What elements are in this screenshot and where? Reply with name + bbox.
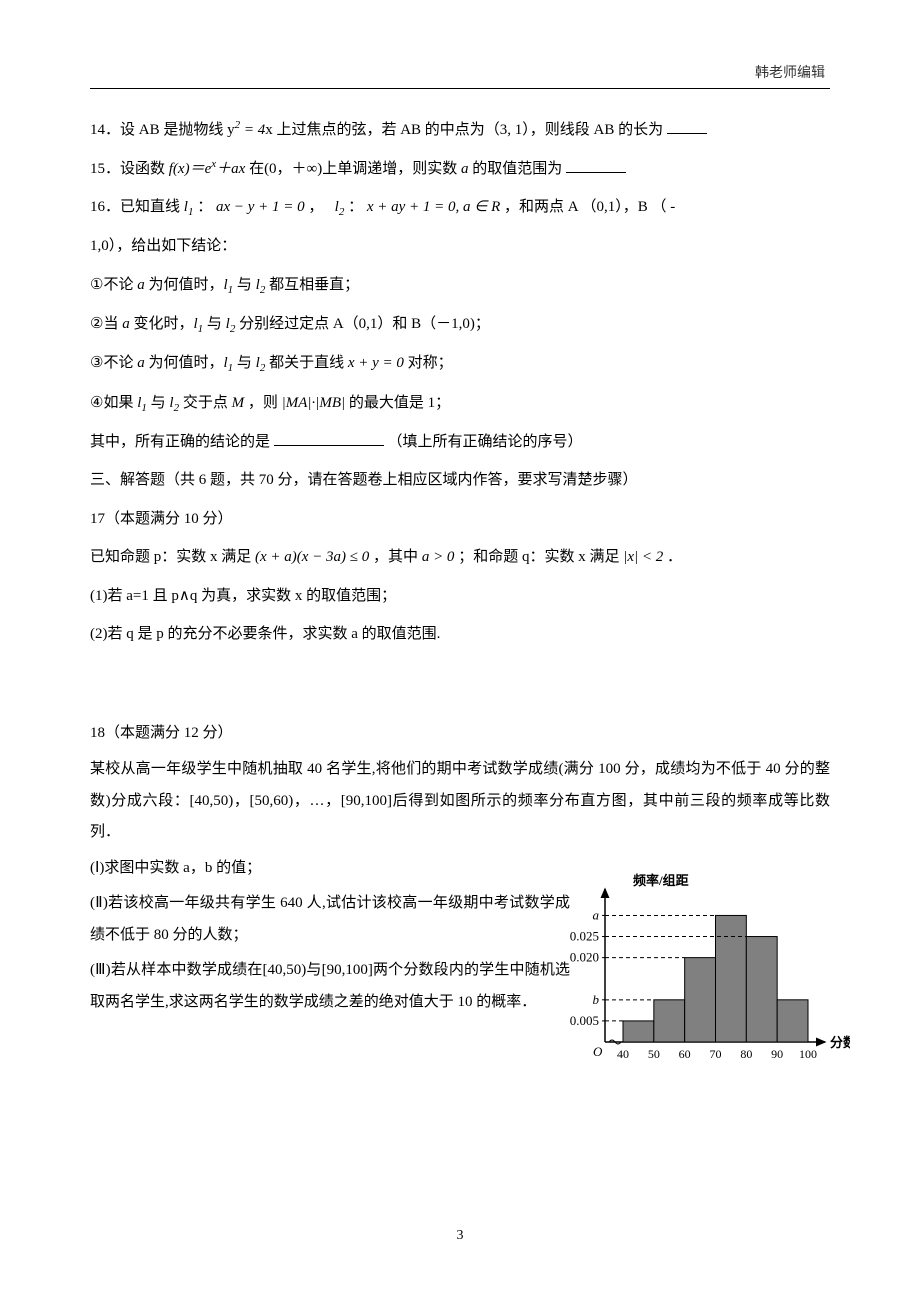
q17-eq1: (x + a)(x − 3a) ≤ 0 [255,549,369,565]
q15-mid: 在(0，＋∞)上单调递增，则实数 [249,161,461,177]
q16-c2: ②当 a 变化时，l1 与 l2 分别经过定点 A（0,1）和 B（－1,0)； [90,307,830,342]
svg-text:40: 40 [617,1047,629,1061]
q17-ba: 已知命题 p：实数 x 满足 [90,549,255,565]
svg-text:0.020: 0.020 [570,950,599,965]
svg-text:60: 60 [679,1047,691,1061]
q16-c3: ③不论 a 为何值时，l1 与 l2 都关于直线 x + y = 0 对称； [90,346,830,381]
svg-text:a: a [593,907,600,922]
svg-text:70: 70 [710,1047,722,1061]
q18-subquestions: (Ⅰ)求图中实数 a，b 的值； (Ⅱ)若该校高一年级共有学生 640 人,试估… [90,853,570,1019]
svg-text:100: 100 [799,1047,817,1061]
q18-p2: (Ⅱ)若该校高一年级共有学生 640 人,试估计该校高一年级期中考试数学成绩不低… [90,888,570,951]
q16-l1: l1 [184,199,194,215]
q14-eq: y2 = 4x [227,122,273,138]
circ-2: ② [90,307,103,342]
q15-prefix: 15．设函数 [90,161,169,177]
q15-blank [566,158,626,173]
q18-p3: (Ⅲ)若从样本中数学成绩在[40,50)与[90,100]两个分数段内的学生中随… [90,955,570,1018]
q16-eq2: x + ay + 1 = 0, a ∈ R [367,199,500,215]
svg-text:O: O [593,1044,603,1059]
question-15: 15．设函数 f(x)＝ex＋ax 在(0，＋∞)上单调递增，则实数 a 的取值… [90,152,830,187]
q16-concl-b: （填上所有正确结论的序号） [388,434,583,450]
circ-1: ① [90,268,103,303]
svg-text:50: 50 [648,1047,660,1061]
q17-p2: (2)若 q 是 p 的充分不必要条件，求实数 a 的取值范围. [90,617,830,652]
header-rule [90,88,830,89]
q17-eq3: |x| < 2 [623,549,663,565]
svg-text:0.025: 0.025 [570,929,599,944]
q18-p1: (Ⅰ)求图中实数 a，b 的值； [90,853,570,885]
svg-text:分数: 分数 [830,1035,850,1050]
q17-body: 已知命题 p：实数 x 满足 (x + a)(x − 3a) ≤ 0 ，其中 a… [90,540,830,575]
svg-text:b: b [593,992,600,1007]
q16-line1a: 16．已知直线 [90,199,184,215]
q17-p1: (1)若 a=1 且 p∧q 为真，求实数 x 的取值范围； [90,579,830,614]
q17-head: 17（本题满分 10 分） [90,502,830,537]
q17-bc: ；和命题 q：实数 x 满足 [458,549,623,565]
q16-l2: l2 [335,199,345,215]
q15-var: a [461,161,469,177]
histogram-svg: 频率/组距分数 Oa 0.025 0.020 b 0.005 40 50 60 70 80 90 100 [550,872,850,1072]
q15-fx: f(x)＝ex＋ax [169,161,246,177]
q16-colon2: ： [348,199,363,215]
vertical-gap [90,656,830,716]
histogram-chart: 频率/组距分数 Oa 0.025 0.020 b 0.005 40 50 60 70 80 90 100 [550,872,850,1072]
question-16-line2: 1,0），给出如下结论： [90,229,830,264]
svg-text:频率/组距: 频率/组距 [633,873,689,888]
question-14: 14．设 AB 是抛物线 y2 = 4x 上过焦点的弦，若 AB 的中点为（3,… [90,113,830,148]
q18-body1: 某校从高一年级学生中随机抽取 40 名学生,将他们的期中考试数学成绩(满分 10… [90,754,830,849]
page-number: 3 [0,1228,920,1244]
q16-tail: ，和两点 A （0,1），B （ - [504,199,675,215]
q14-blank [667,119,707,134]
q17-eq2: a > 0 [422,549,455,565]
q16-conclusion: 其中，所有正确的结论的是 （填上所有正确结论的序号） [90,425,830,460]
section-3-title: 三、解答题（共 6 题，共 70 分，请在答题卷上相应区域内作答，要求写清楚步骤… [90,463,830,498]
q16-eq1: ax − y + 1 = 0 [216,199,305,215]
svg-text:90: 90 [771,1047,783,1061]
q15-suffix: 的取值范围为 [472,161,562,177]
q17-bd: ． [667,549,682,565]
circ-3: ③ [90,346,103,381]
q16-colon1: ： [197,199,212,215]
question-16-line1: 16．已知直线 l1 ： ax − y + 1 = 0 ， l2 ： x + a… [90,190,830,225]
q16-c1: ①不论 a 为何值时，l1 与 l2 都互相垂直； [90,268,830,303]
svg-text:0.005: 0.005 [570,1013,599,1028]
q17-bb: ，其中 [373,549,422,565]
q16-comma1: ， [308,199,323,215]
q16-c4: ④如果 l1 与 l2 交于点 M ，则 |MA|·|MB| 的最大值是 1； [90,386,830,421]
q16-concl-a: 其中，所有正确的结论的是 [90,434,270,450]
q18-head: 18（本题满分 12 分） [90,716,830,751]
svg-text:80: 80 [740,1047,752,1061]
circ-4: ④ [90,386,103,421]
q14-prefix: 14．设 AB 是抛物线 [90,122,227,138]
q16-blank [274,431,384,446]
q14-mid: 上过焦点的弦，若 AB 的中点为（3, 1），则线段 AB 的长为 [276,122,663,138]
header-editor: 韩老师编辑 [755,62,825,82]
